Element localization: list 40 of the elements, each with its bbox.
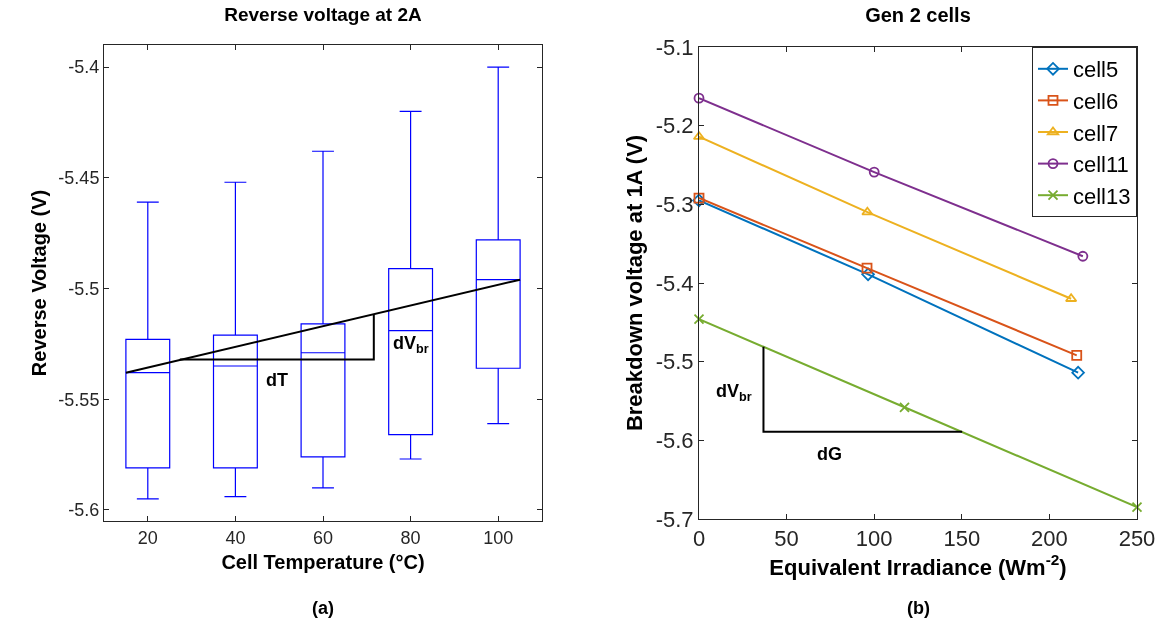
y-tick-label: -5.4 [655,270,694,296]
y-tick-label: -5.6 [68,500,100,521]
text: (a) [312,598,334,618]
x-axis-title: Equivalent Irradiance (Wm$^{-2}$) [769,551,1067,580]
x-axis-title: Cell Temperature (°C) [221,551,425,574]
legend-label: cell13 [1073,183,1131,209]
chart-title: Gen 2 cells [865,4,971,26]
y-tick-label: -5.5 [68,278,100,299]
text: (b) [907,598,930,618]
y-tick-label: -5.45 [58,168,100,189]
y-tick-label: -5.1 [655,34,694,60]
legend-label: cell6 [1073,88,1119,114]
annotation: dG [817,444,842,464]
legend-label: cell7 [1073,120,1119,146]
y-tick-label: -5.2 [655,113,694,139]
annotation: dV$_{br}$ [716,381,752,404]
x-tick-label: 0 [692,526,706,552]
legend-label: cell5 [1073,57,1119,83]
x-tick-label: 60 [312,527,334,548]
y-tick-label: -5.3 [655,192,694,218]
x-tick-label: 150 [943,526,981,552]
x-tick-label: 100 [855,526,893,552]
y-tick-label: -5.6 [655,428,694,454]
annotation: dV$_{br}$ [393,333,429,356]
y-tick-label: -5.7 [655,506,694,532]
x-tick-label: 80 [400,527,421,548]
y-tick-label: -5.4 [68,57,100,78]
y-tick-label: -5.5 [655,349,694,375]
x-tick-label: 100 [483,527,514,548]
x-tick-label: 250 [1118,526,1156,552]
x-tick-label: 50 [774,526,799,552]
x-tick-label: 200 [1031,526,1068,552]
y-axis-title: Reverse Voltage (V) [27,189,50,377]
y-tick-label: -5.55 [58,389,100,410]
legend-label: cell11 [1073,152,1129,178]
x-tick-label: 20 [137,527,158,548]
x-tick-label: 40 [225,527,246,548]
y-axis-title: Breakdown voltage at 1A (V) [622,134,648,432]
chart-title: Reverse voltage at 2A [224,4,423,26]
annotation: dT [266,370,288,390]
